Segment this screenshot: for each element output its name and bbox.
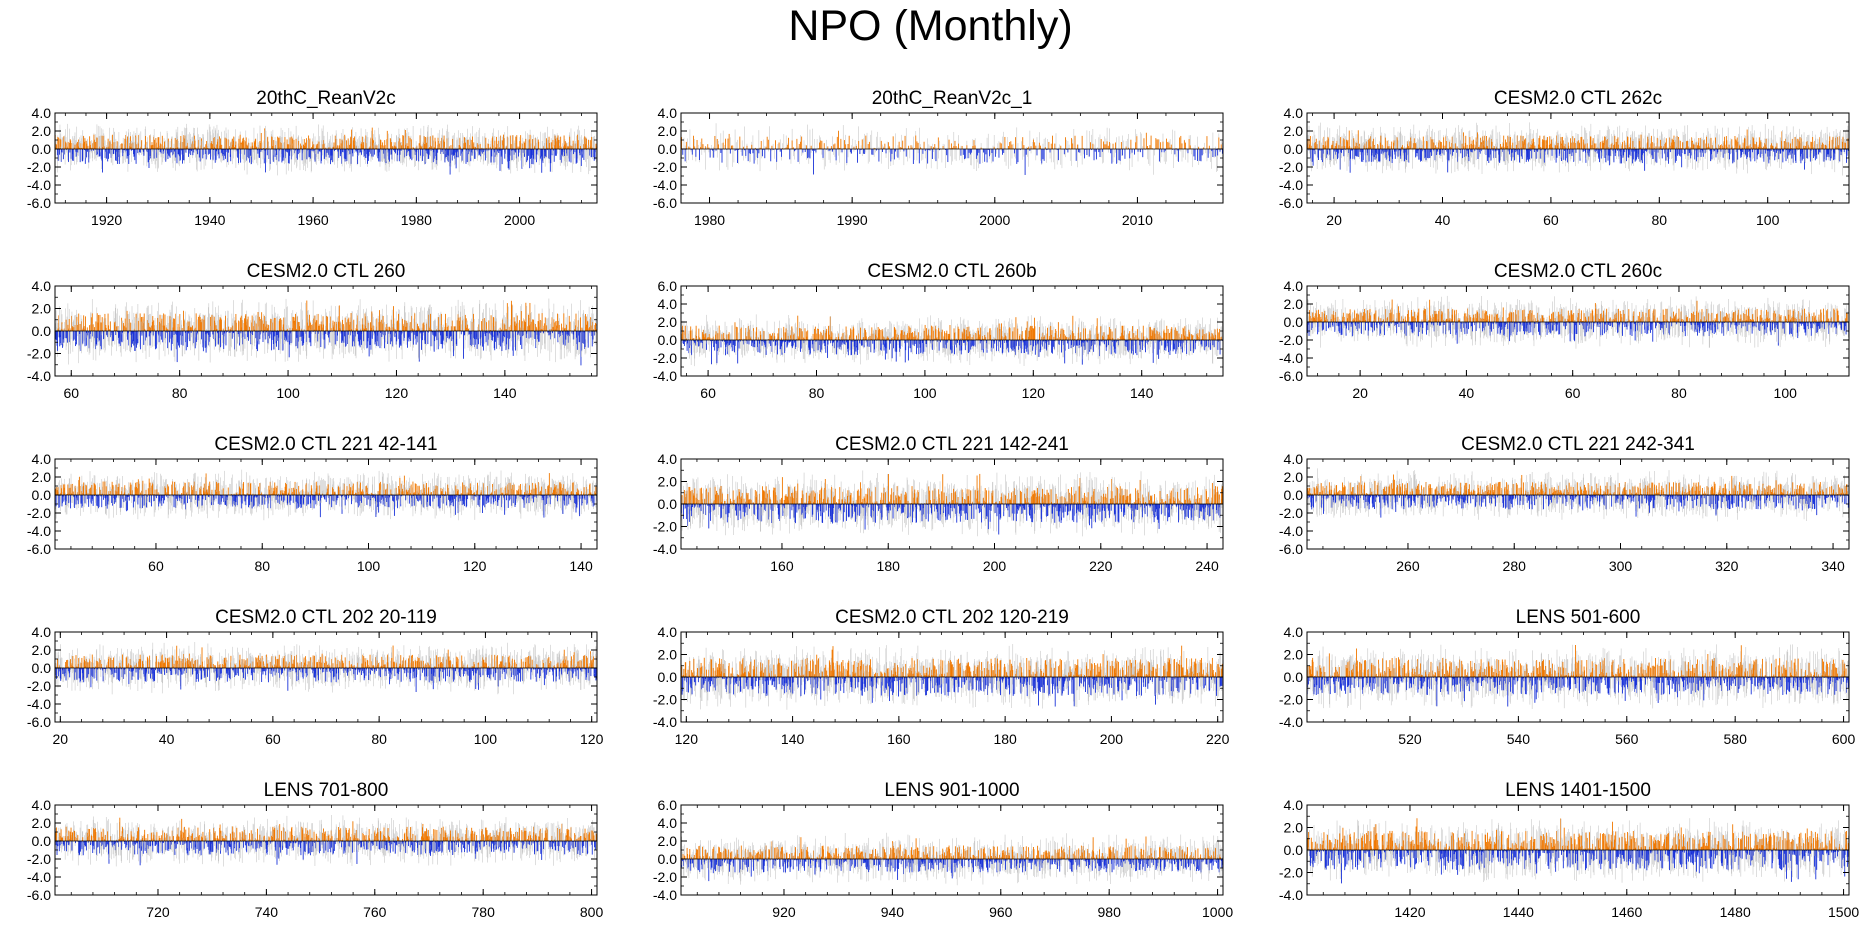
x-tick-label: 1940 — [194, 212, 225, 228]
plot-frame — [681, 113, 1223, 203]
panel-title: 20thC_ReanV2c_1 — [872, 88, 1033, 109]
y-tick-label: -2.0 — [653, 159, 677, 175]
y-tick-label: 4.0 — [658, 105, 678, 121]
y-tick-label: 2.0 — [32, 123, 52, 139]
x-tick-label: 2010 — [1122, 212, 1153, 228]
bar-series — [55, 124, 597, 175]
y-tick-label: -6.0 — [27, 195, 51, 211]
y-tick-label: -2.0 — [27, 159, 51, 175]
panel-title: 20thC_ReanV2c — [256, 88, 395, 109]
panel-title: CESM2.0 CTL 262c — [1494, 88, 1662, 109]
y-tick-label: 2.0 — [658, 123, 678, 139]
x-tick-label: 1980 — [694, 212, 725, 228]
x-tick-label: 1920 — [91, 212, 122, 228]
y-tick-label: 0.0 — [32, 141, 52, 157]
x-tick-label: 2000 — [504, 212, 535, 228]
x-tick-label: 1980 — [401, 212, 432, 228]
y-tick-label: 0.0 — [658, 141, 678, 157]
y-tick-label: -6.0 — [653, 195, 677, 211]
y-tick-label: -4.0 — [27, 177, 51, 193]
chart-panel: 20thC_ReanV2c_1 4.0 2.0 0.0 -2.0 -4.0 -6.0 1980… — [653, 88, 1223, 228]
chart-panel: 20thC_ReanV2c 4.0 2.0 0.0 -2.0 -4.0 -6.0 1920 19… — [27, 88, 597, 228]
y-tick-label: 4.0 — [32, 105, 52, 121]
x-tick-label: 1990 — [837, 212, 868, 228]
y-tick-label: -4.0 — [653, 177, 677, 193]
x-tick-label: 2000 — [979, 212, 1010, 228]
x-tick-label: 1960 — [298, 212, 329, 228]
